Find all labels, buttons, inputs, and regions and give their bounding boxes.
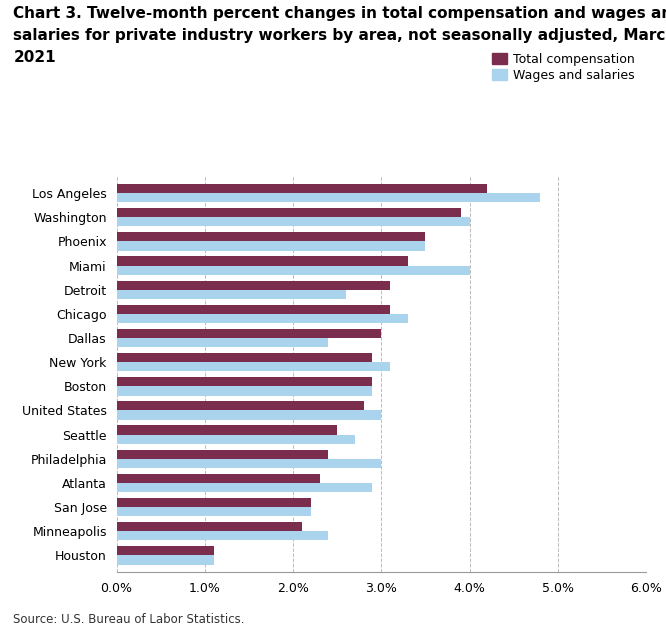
Legend: Total compensation, Wages and salaries: Total compensation, Wages and salaries	[487, 48, 640, 87]
Bar	[117, 265, 470, 275]
Bar	[117, 377, 372, 386]
Bar	[117, 498, 311, 507]
Bar	[117, 459, 382, 468]
Bar	[117, 232, 426, 242]
Bar	[117, 208, 461, 217]
Bar	[117, 193, 540, 202]
Bar	[117, 281, 390, 290]
Bar	[117, 411, 382, 420]
Bar	[117, 507, 311, 516]
Text: Source: U.S. Bureau of Labor Statistics.: Source: U.S. Bureau of Labor Statistics.	[13, 613, 245, 626]
Text: Chart 3. Twelve-month percent changes in total compensation and wages and: Chart 3. Twelve-month percent changes in…	[13, 6, 666, 21]
Bar	[117, 242, 426, 250]
Text: salaries for private industry workers by area, not seasonally adjusted, March: salaries for private industry workers by…	[13, 28, 666, 43]
Bar	[117, 555, 214, 565]
Bar	[117, 362, 390, 371]
Bar	[117, 425, 337, 435]
Bar	[117, 483, 372, 492]
Bar	[117, 217, 470, 226]
Bar	[117, 450, 328, 459]
Bar	[117, 532, 328, 540]
Bar	[117, 184, 488, 193]
Bar	[117, 257, 408, 265]
Bar	[117, 386, 372, 396]
Bar	[117, 522, 302, 532]
Bar	[117, 290, 346, 299]
Bar	[117, 314, 408, 323]
Bar	[117, 401, 364, 411]
Bar	[117, 435, 355, 444]
Bar	[117, 353, 372, 362]
Bar	[117, 338, 328, 347]
Bar	[117, 329, 382, 338]
Bar	[117, 474, 320, 483]
Bar	[117, 304, 390, 314]
Text: 2021: 2021	[13, 50, 56, 65]
Bar	[117, 547, 214, 555]
